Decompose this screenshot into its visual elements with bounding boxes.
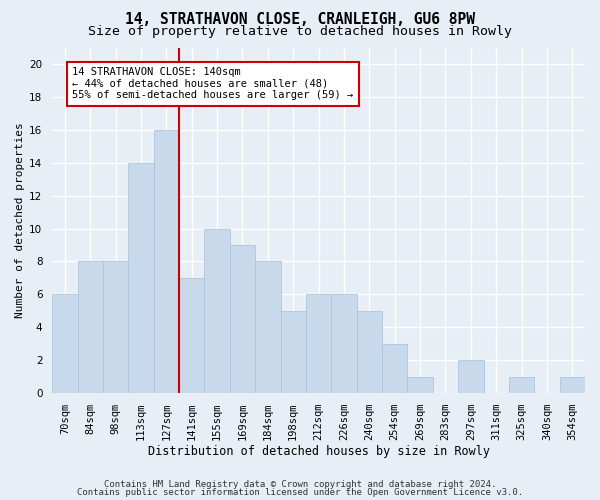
Bar xyxy=(77,262,103,393)
Bar xyxy=(128,162,154,393)
Bar xyxy=(179,278,205,393)
Bar xyxy=(560,376,585,393)
Bar xyxy=(255,262,281,393)
Bar xyxy=(154,130,179,393)
Y-axis label: Number of detached properties: Number of detached properties xyxy=(15,122,25,318)
Text: Size of property relative to detached houses in Rowly: Size of property relative to detached ho… xyxy=(88,25,512,38)
Bar xyxy=(281,311,306,393)
Text: Contains public sector information licensed under the Open Government Licence v3: Contains public sector information licen… xyxy=(77,488,523,497)
Bar xyxy=(356,311,382,393)
Text: 14 STRATHAVON CLOSE: 140sqm
← 44% of detached houses are smaller (48)
55% of sem: 14 STRATHAVON CLOSE: 140sqm ← 44% of det… xyxy=(73,67,353,100)
Bar xyxy=(331,294,356,393)
Text: Contains HM Land Registry data © Crown copyright and database right 2024.: Contains HM Land Registry data © Crown c… xyxy=(104,480,496,489)
Bar xyxy=(407,376,433,393)
Bar xyxy=(103,262,128,393)
Bar xyxy=(509,376,534,393)
Bar xyxy=(306,294,331,393)
Bar xyxy=(458,360,484,393)
X-axis label: Distribution of detached houses by size in Rowly: Distribution of detached houses by size … xyxy=(148,444,490,458)
Text: 14, STRATHAVON CLOSE, CRANLEIGH, GU6 8PW: 14, STRATHAVON CLOSE, CRANLEIGH, GU6 8PW xyxy=(125,12,475,28)
Bar xyxy=(230,245,255,393)
Bar xyxy=(382,344,407,393)
Bar xyxy=(205,228,230,393)
Bar xyxy=(52,294,77,393)
